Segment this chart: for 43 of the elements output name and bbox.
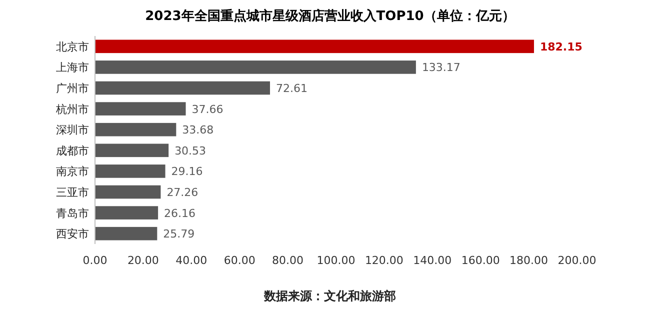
bar	[95, 185, 161, 199]
x-tick-label: 160.00	[461, 254, 500, 267]
bar	[95, 40, 534, 54]
bar	[95, 206, 158, 220]
y-tick-label: 三亚市	[56, 186, 89, 199]
data-label: 182.15	[540, 40, 582, 54]
y-tick-label: 青岛市	[56, 206, 89, 220]
bar	[95, 81, 270, 95]
x-tick-label: 80.00	[272, 254, 304, 267]
x-tick-label: 120.00	[364, 254, 404, 267]
x-tick-label: 140.00	[413, 254, 452, 267]
data-label: 25.79	[163, 228, 195, 241]
bar	[95, 102, 186, 116]
y-tick-label: 杭州市	[55, 102, 89, 116]
y-tick-label: 深圳市	[56, 124, 89, 137]
data-label: 29.16	[171, 165, 203, 178]
x-tick-label: 20.00	[127, 254, 159, 267]
bar	[95, 164, 166, 178]
x-tick-label: 180.00	[510, 254, 548, 267]
data-label: 72.61	[276, 82, 308, 95]
y-tick-label: 广州市	[56, 82, 89, 95]
y-tick-label: 西安市	[56, 228, 89, 241]
data-label: 26.16	[164, 206, 196, 220]
y-tick-label: 南京市	[56, 165, 89, 178]
bar	[95, 60, 416, 74]
x-tick-label: 60.00	[224, 254, 256, 267]
data-label: 30.53	[174, 144, 206, 158]
chart-title: 2023年全国重点城市星级酒店营业收入TOP10（单位：亿元）	[145, 8, 515, 24]
data-label: 37.66	[192, 102, 224, 116]
bar	[95, 122, 176, 136]
x-tick-label: 0.00	[82, 254, 108, 267]
bar	[95, 144, 169, 158]
x-tick-label: 100.00	[316, 254, 356, 267]
source-note: 数据来源：文化和旅游部	[263, 289, 396, 303]
x-tick-label: 200.00	[558, 254, 596, 267]
x-tick-label: 40.00	[176, 254, 208, 267]
data-label: 27.26	[166, 186, 198, 199]
bar	[95, 226, 158, 240]
y-tick-label: 北京市	[56, 40, 89, 54]
y-tick-label: 成都市	[56, 144, 89, 158]
y-tick-label: 上海市	[56, 61, 89, 74]
data-label: 33.68	[182, 124, 214, 137]
data-label: 133.17	[422, 61, 460, 74]
